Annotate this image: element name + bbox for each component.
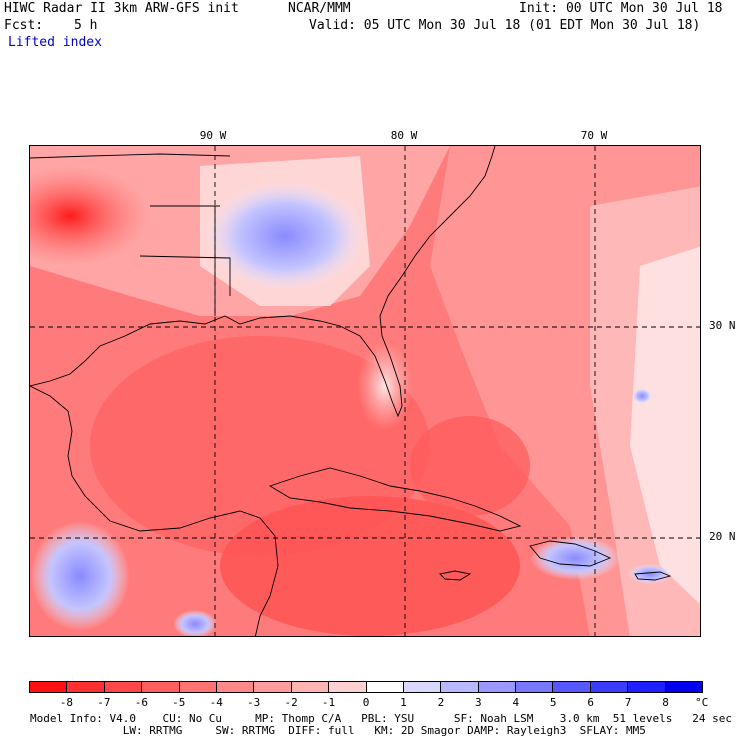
state-borders	[30, 153, 231, 316]
model-info-line-1: Model Info: V4.0 CU: No Cu MP: Thomp C/A…	[30, 712, 732, 725]
colorbar-segment	[216, 682, 255, 692]
colorbar-segment	[366, 682, 404, 692]
caribbean-instability	[220, 496, 520, 636]
colorbar-tick-label: -2	[284, 696, 298, 709]
gulf-atlantic-coast	[30, 146, 496, 418]
colorbar-segment	[441, 682, 479, 692]
lon-label-70w: 70 W	[580, 129, 608, 142]
colorbar-tick-label: 3	[475, 696, 482, 709]
colorbar-tick-label: 4	[512, 696, 520, 709]
colorbar-segment	[291, 682, 330, 692]
colorbar-tick-label: -8	[59, 696, 74, 709]
colorbar-tick-label: 8	[662, 696, 669, 709]
colorbar-tick-label: -3	[247, 696, 261, 709]
colorbar-segment	[30, 682, 68, 692]
cuba-outline	[268, 467, 522, 532]
colorbar-tick-label: 0	[362, 696, 370, 709]
stable-spot-atlantic	[632, 388, 652, 404]
init-time: Init: 00 UTC Mon 30 Jul 18	[519, 1, 723, 16]
field-name: Lifted index	[8, 35, 102, 50]
stable-area-southeast	[205, 181, 365, 291]
coastlines	[30, 146, 672, 636]
lat-label-30n: 30 N	[709, 319, 736, 332]
colorbar-segment	[516, 682, 554, 692]
valid-time: Valid: 05 UTC Mon 30 Jul 18 (01 EDT Mon …	[309, 18, 701, 33]
bahamas-instability	[410, 416, 530, 516]
colorbar-tick-label: 7	[624, 696, 632, 709]
colorbar-tick-label: -4	[209, 696, 223, 709]
forecast-hour-value: 5 h	[74, 18, 98, 33]
colorbar-tick-label: 6	[587, 696, 594, 709]
model-title: HIWC Radar II 3km ARW-GFS init	[4, 1, 239, 16]
colorbar-segment	[590, 682, 629, 692]
puerto-rico-outline	[634, 571, 672, 581]
colorbar-tick-label: -5	[172, 696, 186, 709]
colorbar-segment	[628, 682, 666, 692]
colorbar-segment	[254, 682, 292, 692]
colorbar-segment	[104, 682, 143, 692]
lat-lon-grid	[30, 146, 700, 636]
colorbar-tick-label: 1	[400, 696, 407, 709]
colorbar-segment	[478, 682, 517, 692]
colorbar-segment	[665, 682, 703, 692]
lon-label-90w: 90 W	[199, 129, 227, 142]
colorbar-tick-label: 2	[437, 696, 445, 709]
colorbar-segment	[67, 682, 105, 692]
colorbar-segment	[179, 682, 217, 692]
stable-area-hispaniola	[530, 536, 620, 580]
colorbar-tick-label: 5	[549, 696, 557, 709]
colorbar-unit: °C	[695, 696, 709, 709]
stable-area-mexico	[30, 521, 130, 631]
colorbar-segment	[553, 682, 591, 692]
organization-label: NCAR/MMM	[288, 1, 351, 16]
lat-label-20n: 20 N	[709, 530, 736, 543]
colorbar-tick-label: -1	[321, 696, 336, 709]
jamaica-outline	[439, 570, 472, 581]
model-info-line-2: LW: RRTMG SW: RRTMG DIFF: full KM: 2D Sm…	[30, 724, 646, 737]
colorbar	[29, 681, 703, 693]
florida-pale	[357, 341, 413, 431]
map-graphic	[30, 146, 700, 636]
colorbar-segment	[403, 682, 442, 692]
hispaniola-outline	[529, 540, 612, 567]
atlantic-near-zero	[630, 246, 700, 605]
colorbar-tick-label: -6	[134, 696, 148, 709]
colorbar-tick-label: -7	[97, 696, 111, 709]
forecast-hour-label: Fcst:	[4, 18, 44, 33]
lifted-index-map	[29, 145, 701, 637]
lon-label-80w: 80 W	[390, 129, 418, 142]
colorbar-segment	[329, 682, 367, 692]
strong-instability-area	[30, 166, 150, 266]
stable-area-yucatan	[173, 610, 217, 636]
mexico-coast	[30, 385, 279, 636]
colorbar-segment	[142, 682, 180, 692]
